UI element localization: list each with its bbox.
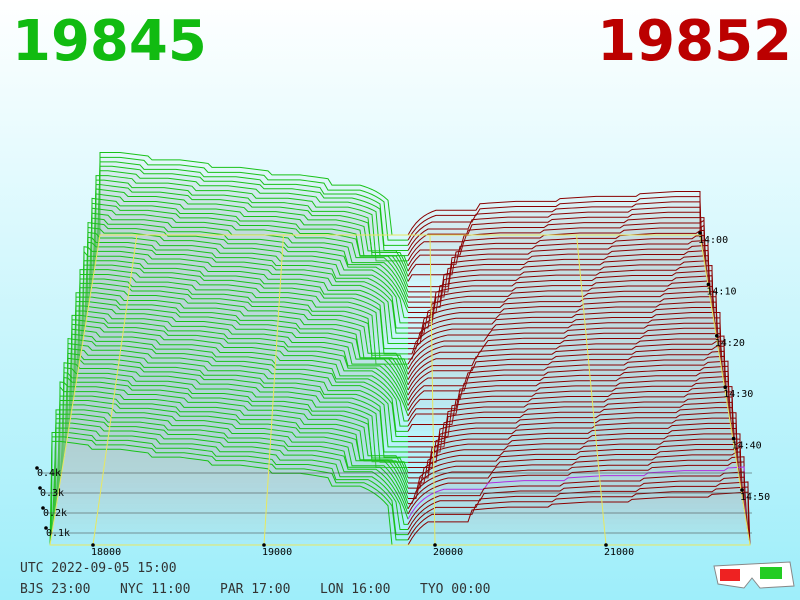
ask-depth-row: [407, 471, 748, 525]
ask-depth-row: [408, 291, 718, 339]
tick-dot: [715, 334, 719, 338]
price-grid: [429, 234, 436, 546]
bid-depth-row: [57, 395, 409, 494]
volume-label: 0.1k: [46, 528, 70, 539]
tick-dot: [731, 436, 736, 441]
city-clock: TYO 00:00: [420, 582, 490, 597]
ask-depth-row: [408, 396, 735, 448]
volume-label: 0.4k: [37, 468, 61, 479]
bid-depth-row: [83, 241, 408, 334]
bid-depth-row: [89, 207, 409, 298]
time-label: 14:30: [723, 389, 753, 400]
frame: [49, 234, 751, 546]
ask-depth-row: [407, 327, 723, 375]
ask-depth-row: [407, 335, 725, 386]
ask-depth-row: [408, 427, 740, 479]
tick-dot: [740, 488, 744, 492]
bid-depth-row: [64, 352, 408, 453]
tick-dot: [41, 506, 45, 510]
tick-dot: [698, 231, 702, 235]
tick-dot: [35, 466, 39, 470]
ask-depth-row: [408, 301, 719, 350]
tick-dot: [706, 282, 711, 287]
bid-depth-row: [96, 170, 408, 257]
green-lens: [760, 567, 782, 579]
ask-depth-row: [408, 407, 737, 458]
volume-label: 0.3k: [40, 488, 64, 499]
ask-depth-row: [407, 491, 751, 546]
bid-depth-row: [81, 260, 408, 350]
tick-dot: [723, 385, 727, 390]
ask-depth-row: [407, 481, 749, 535]
ask-depth-row: [408, 312, 721, 360]
tick-dot: [604, 543, 608, 547]
bid-depth-row: [92, 193, 409, 282]
bid-depth-row: [53, 418, 409, 520]
city-clock: BJS 23:00: [20, 582, 90, 597]
price-grid: [576, 234, 607, 546]
bid-depth-row: [65, 347, 408, 448]
tick-dot: [91, 543, 95, 547]
ask-depth-row: [407, 476, 748, 530]
city-clock: NYC 11:00: [120, 582, 190, 597]
ask-depth-row: [408, 306, 720, 355]
tick-dot: [44, 526, 48, 530]
ask-depth-row: [408, 260, 713, 308]
ask-depth-row: [407, 375, 732, 427]
price-label: 20000: [433, 547, 463, 558]
ask-depth-row: [408, 285, 717, 334]
ask-depth-row: [407, 333, 724, 380]
bid-depth-row: [52, 427, 408, 530]
bid-depth-row: [54, 413, 409, 515]
ask-depth-row: [408, 422, 739, 474]
bid-depth-row: [57, 399, 409, 499]
ask-depth-row: [408, 296, 718, 344]
bid-depth-row: [82, 250, 408, 344]
price-grid: [92, 234, 138, 546]
tick-dot: [433, 543, 437, 547]
bid-depth-row: [95, 175, 408, 262]
bid-depth-row: [50, 436, 408, 541]
price-label: 21000: [604, 547, 634, 558]
bid-depth-row: [94, 179, 409, 267]
price-grid: [263, 234, 284, 546]
time-label: 14:40: [732, 441, 762, 452]
ask-depth-row: [408, 433, 741, 484]
time-label: 14:20: [715, 338, 745, 349]
ask-depth-row: [408, 280, 716, 329]
ask-depth-row: [408, 264, 713, 313]
utc-time: UTC 2022-09-05 15:00: [20, 561, 177, 576]
time-label: 14:10: [706, 286, 736, 297]
city-clock: PAR 17:00: [220, 582, 290, 597]
price-label: 18000: [91, 547, 121, 558]
axes: 0.1k 0.2k 0.3k 0.4k 18000 19000 20000 21000 14:0…: [35, 231, 770, 558]
ask-depth-row: [408, 386, 733, 437]
ask-price: 19852: [597, 9, 792, 74]
bid-depth-row: [91, 197, 409, 287]
red-lens: [720, 569, 740, 581]
bid-depth-row: [56, 404, 409, 504]
bid-depth-row: [52, 422, 408, 525]
time-label: 14:50: [740, 492, 770, 503]
ask-depth-row: [407, 340, 726, 391]
ask-depth-row: [408, 270, 714, 319]
bid-price: 19845: [12, 9, 207, 74]
ask-depth-row: [408, 275, 715, 324]
ask-depth-row: [407, 486, 750, 541]
bid-depth-row: [66, 342, 408, 443]
volume-label: 0.2k: [43, 508, 67, 519]
time-label: 14:00: [698, 235, 728, 246]
bid-depth-row: [70, 319, 409, 417]
tick-dot: [262, 543, 266, 547]
ask-depth-row: [408, 391, 734, 443]
price-label: 19000: [262, 547, 292, 558]
depth-surface: [49, 151, 751, 546]
city-clock: LON 16:00: [320, 582, 390, 597]
tick-dot: [38, 486, 42, 490]
bid-depth-row: [80, 264, 408, 355]
glasses-icon: [713, 561, 795, 589]
bid-depth-row: [93, 184, 409, 272]
